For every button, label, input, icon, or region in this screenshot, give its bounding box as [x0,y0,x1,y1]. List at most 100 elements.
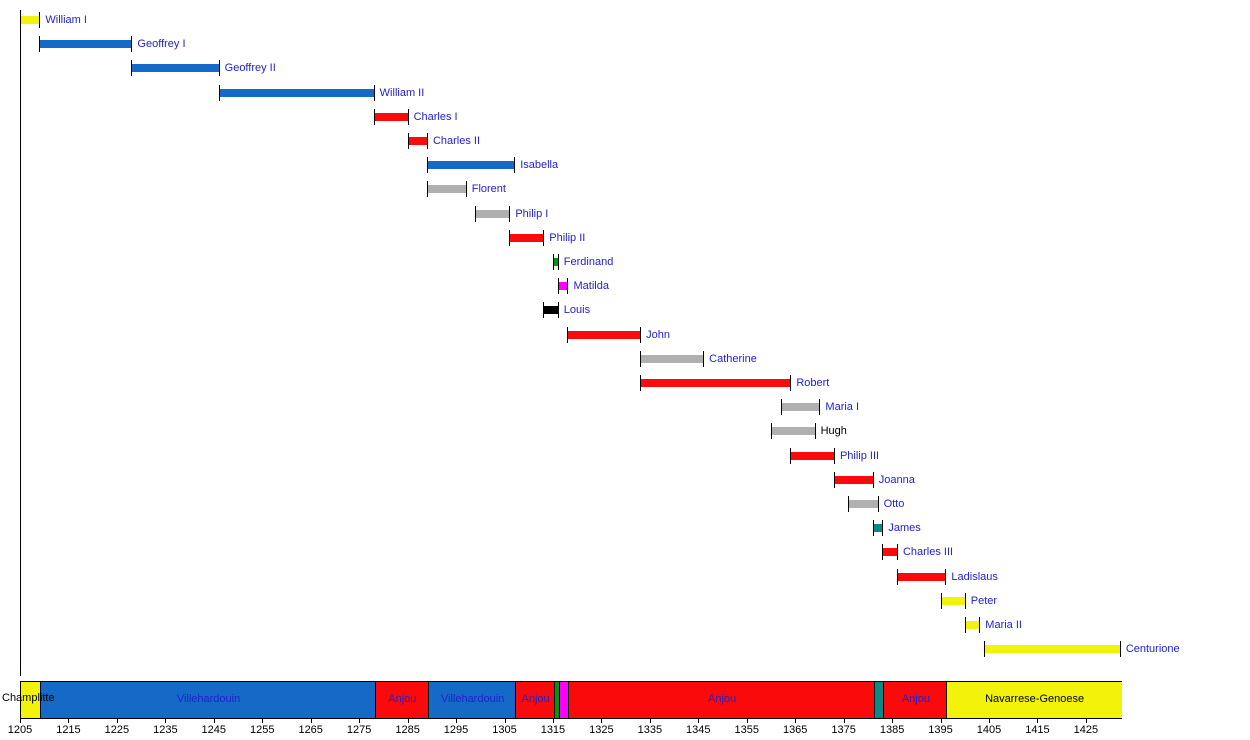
x-axis-tick [359,718,361,723]
bar-start-cap [509,229,511,246]
x-axis-tick-label: 1375 [831,724,856,736]
dynasty-segment[interactable] [21,682,41,718]
ruler-label: Ladislaus [951,570,998,583]
dynasty-segment-label: Anjou [901,693,930,705]
x-axis-tick [989,718,990,723]
ruler-bar[interactable] [557,282,568,291]
ruler-label: Geoffrey II [224,62,276,75]
ruler-label: Philip II [549,231,586,244]
ruler-row: William II [0,83,1250,107]
ruler-bar[interactable] [509,233,544,242]
x-axis-tick-label: 1415 [1025,724,1050,736]
bar-start-cap [640,375,642,391]
ruler-bar[interactable] [20,16,40,24]
dynasty-segment-label: Anjou [708,693,737,705]
ruler-bar[interactable] [848,500,878,508]
y-axis-line [20,10,21,676]
x-axis-tick [1085,718,1087,723]
ruler-bar[interactable] [940,596,965,605]
dynasty-segment[interactable]: Anjou [374,682,429,718]
bar-start-cap [790,447,792,464]
ruler-bar[interactable] [218,88,374,97]
x-axis-tick-label: 1365 [782,724,808,736]
ruler-bar[interactable] [426,185,466,194]
ruler-row: Otto [0,494,1250,518]
bar-end-cap [814,423,816,440]
ruler-bar[interactable] [984,645,1120,654]
ruler-bar[interactable] [882,548,897,557]
ruler-label: John [646,328,671,341]
x-axis-tick [310,718,312,723]
ruler-row: Catherine [0,349,1250,373]
ruler-label: William I [45,14,87,26]
bar-end-cap [131,36,133,53]
ruler-label: Ferdinand [563,256,614,268]
ruler-bar[interactable] [780,403,820,412]
ruler-bar[interactable] [896,572,946,581]
ruler-row: Philip I [0,204,1250,228]
ruler-row: Philip II [0,228,1250,252]
x-axis-tick [68,718,70,723]
x-axis-tick [116,718,118,723]
dynasty-segment[interactable]: Villehardouin [427,682,517,718]
ruler-bar[interactable] [567,330,641,339]
x-axis-tick [262,718,264,723]
ruler-bar[interactable] [640,354,704,363]
ruler-bar[interactable] [543,306,558,315]
bar-start-cap [218,84,220,101]
x-axis-tick-label: 1295 [443,724,469,736]
bar-start-cap [984,641,986,658]
bar-end-cap [896,544,898,561]
bar-end-cap [407,108,409,125]
ruler-row: Maria II [0,615,1250,639]
ruler-bar[interactable] [373,112,408,121]
bar-end-cap [567,278,569,295]
x-axis-tick [20,718,21,723]
dynasty-segment[interactable]: Villehardouin [40,682,376,718]
ruler-label: Charles III [902,546,954,559]
bar-end-cap [833,447,835,464]
dynasty-segment[interactable] [558,682,570,718]
ruler-bar[interactable] [964,621,980,629]
bar-start-cap [848,496,850,512]
x-axis-tick [698,718,700,723]
ruler-bar[interactable] [833,475,873,484]
x-axis-tick [504,718,506,723]
ruler-bar[interactable] [872,524,883,533]
dynasty-segment[interactable]: Anjou [568,682,875,718]
ruler-label: Louis [563,304,591,317]
bar-start-cap [833,471,835,488]
ruler-bar[interactable] [770,427,815,436]
x-axis-tick [940,718,942,723]
x-axis-tick [843,718,845,723]
ruler-bar[interactable] [552,258,558,266]
bar-start-cap [426,157,428,174]
bar-end-cap [1119,641,1121,658]
ruler-bar[interactable] [131,64,219,73]
ruler-bar[interactable] [426,161,515,170]
x-axis-tick-label: 1285 [395,724,420,736]
ruler-label: Philip I [515,207,549,220]
dynasty-segment[interactable] [873,682,885,718]
dynasty-segment[interactable] [553,682,560,718]
ruler-label: Charles II [432,135,481,147]
ruler-row: Charles I [0,107,1250,131]
bar-start-cap [557,278,559,295]
x-axis-tick-label: 1395 [928,724,953,736]
bar-end-cap [465,181,467,198]
ruler-bar[interactable] [640,379,791,387]
ruler-row: Philip III [0,446,1250,470]
ruler-bar[interactable] [790,451,834,460]
x-axis-tick-label: 1345 [686,724,711,736]
ruler-bar[interactable] [475,209,510,218]
dynasty-segment[interactable]: Navarrese-Genoese [946,682,1122,718]
x-axis-tick [213,718,215,723]
dynasty-segment[interactable]: Anjou [883,682,948,718]
ruler-bar[interactable] [407,137,427,145]
bar-start-cap [475,205,477,222]
dynasty-segment-label: Navarrese-Genoese [985,693,1085,705]
dynasty-segment-label: Anjou [521,693,550,705]
dynasty-band: Villehardouin Anjou Villehardouin Anjou Anjo… [20,681,1122,719]
dynasty-segment[interactable]: Anjou [515,682,555,718]
ruler-bar[interactable] [39,40,132,49]
